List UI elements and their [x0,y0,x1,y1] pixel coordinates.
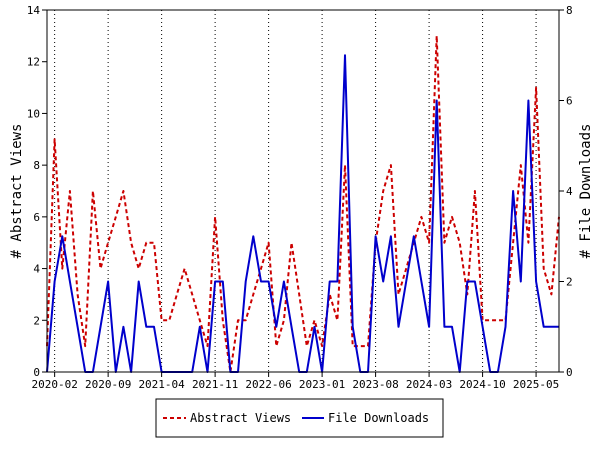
y-tick-label: 2 [33,314,40,327]
grid [54,10,537,372]
legend: Abstract Views File Downloads [155,398,444,438]
x-tick-label: 2024-10 [459,378,505,391]
x-tick-label: 2021-11 [192,378,238,391]
y2-tick-label: 2 [566,276,573,289]
x-tick-label: 2020-09 [85,378,131,391]
y2-tick-label: 4 [566,185,573,198]
y-tick-label: 6 [33,211,40,224]
y-tick-label: 4 [33,263,40,276]
x-tick-label: 2025-05 [513,378,559,391]
y2-tick-label: 6 [566,95,573,108]
y-tick-label: 10 [27,107,40,120]
x-tick-label: 2024-03 [406,378,452,391]
y-tick-label: 14 [27,4,41,17]
x-tick-label: 2023-08 [352,378,398,391]
x-tick-label: 2023-01 [299,378,345,391]
series-line-abstract-views [46,34,560,373]
y-tick-label: 0 [33,366,40,379]
legend-label-file-downloads: File Downloads [328,411,429,425]
y2-tick-label: 8 [566,4,573,17]
axes: 2020-02 2020-09 2021-04 2021-11 2022-06 2023-… [27,4,573,391]
y2-tick-label: 0 [566,366,573,379]
y-tick-label: 8 [33,159,40,172]
x-tick-label: 2022-06 [245,378,291,391]
legend-label-abstract-views: Abstract Views [190,411,291,425]
y2-axis-title: # File Downloads [578,124,594,259]
x-tick-label: 2020-02 [31,378,77,391]
legend-box [155,398,444,438]
y-axis-title: # Abstract Views [9,124,25,259]
y-tick-label: 12 [27,56,40,69]
x-tick-label: 2021-04 [138,378,185,391]
